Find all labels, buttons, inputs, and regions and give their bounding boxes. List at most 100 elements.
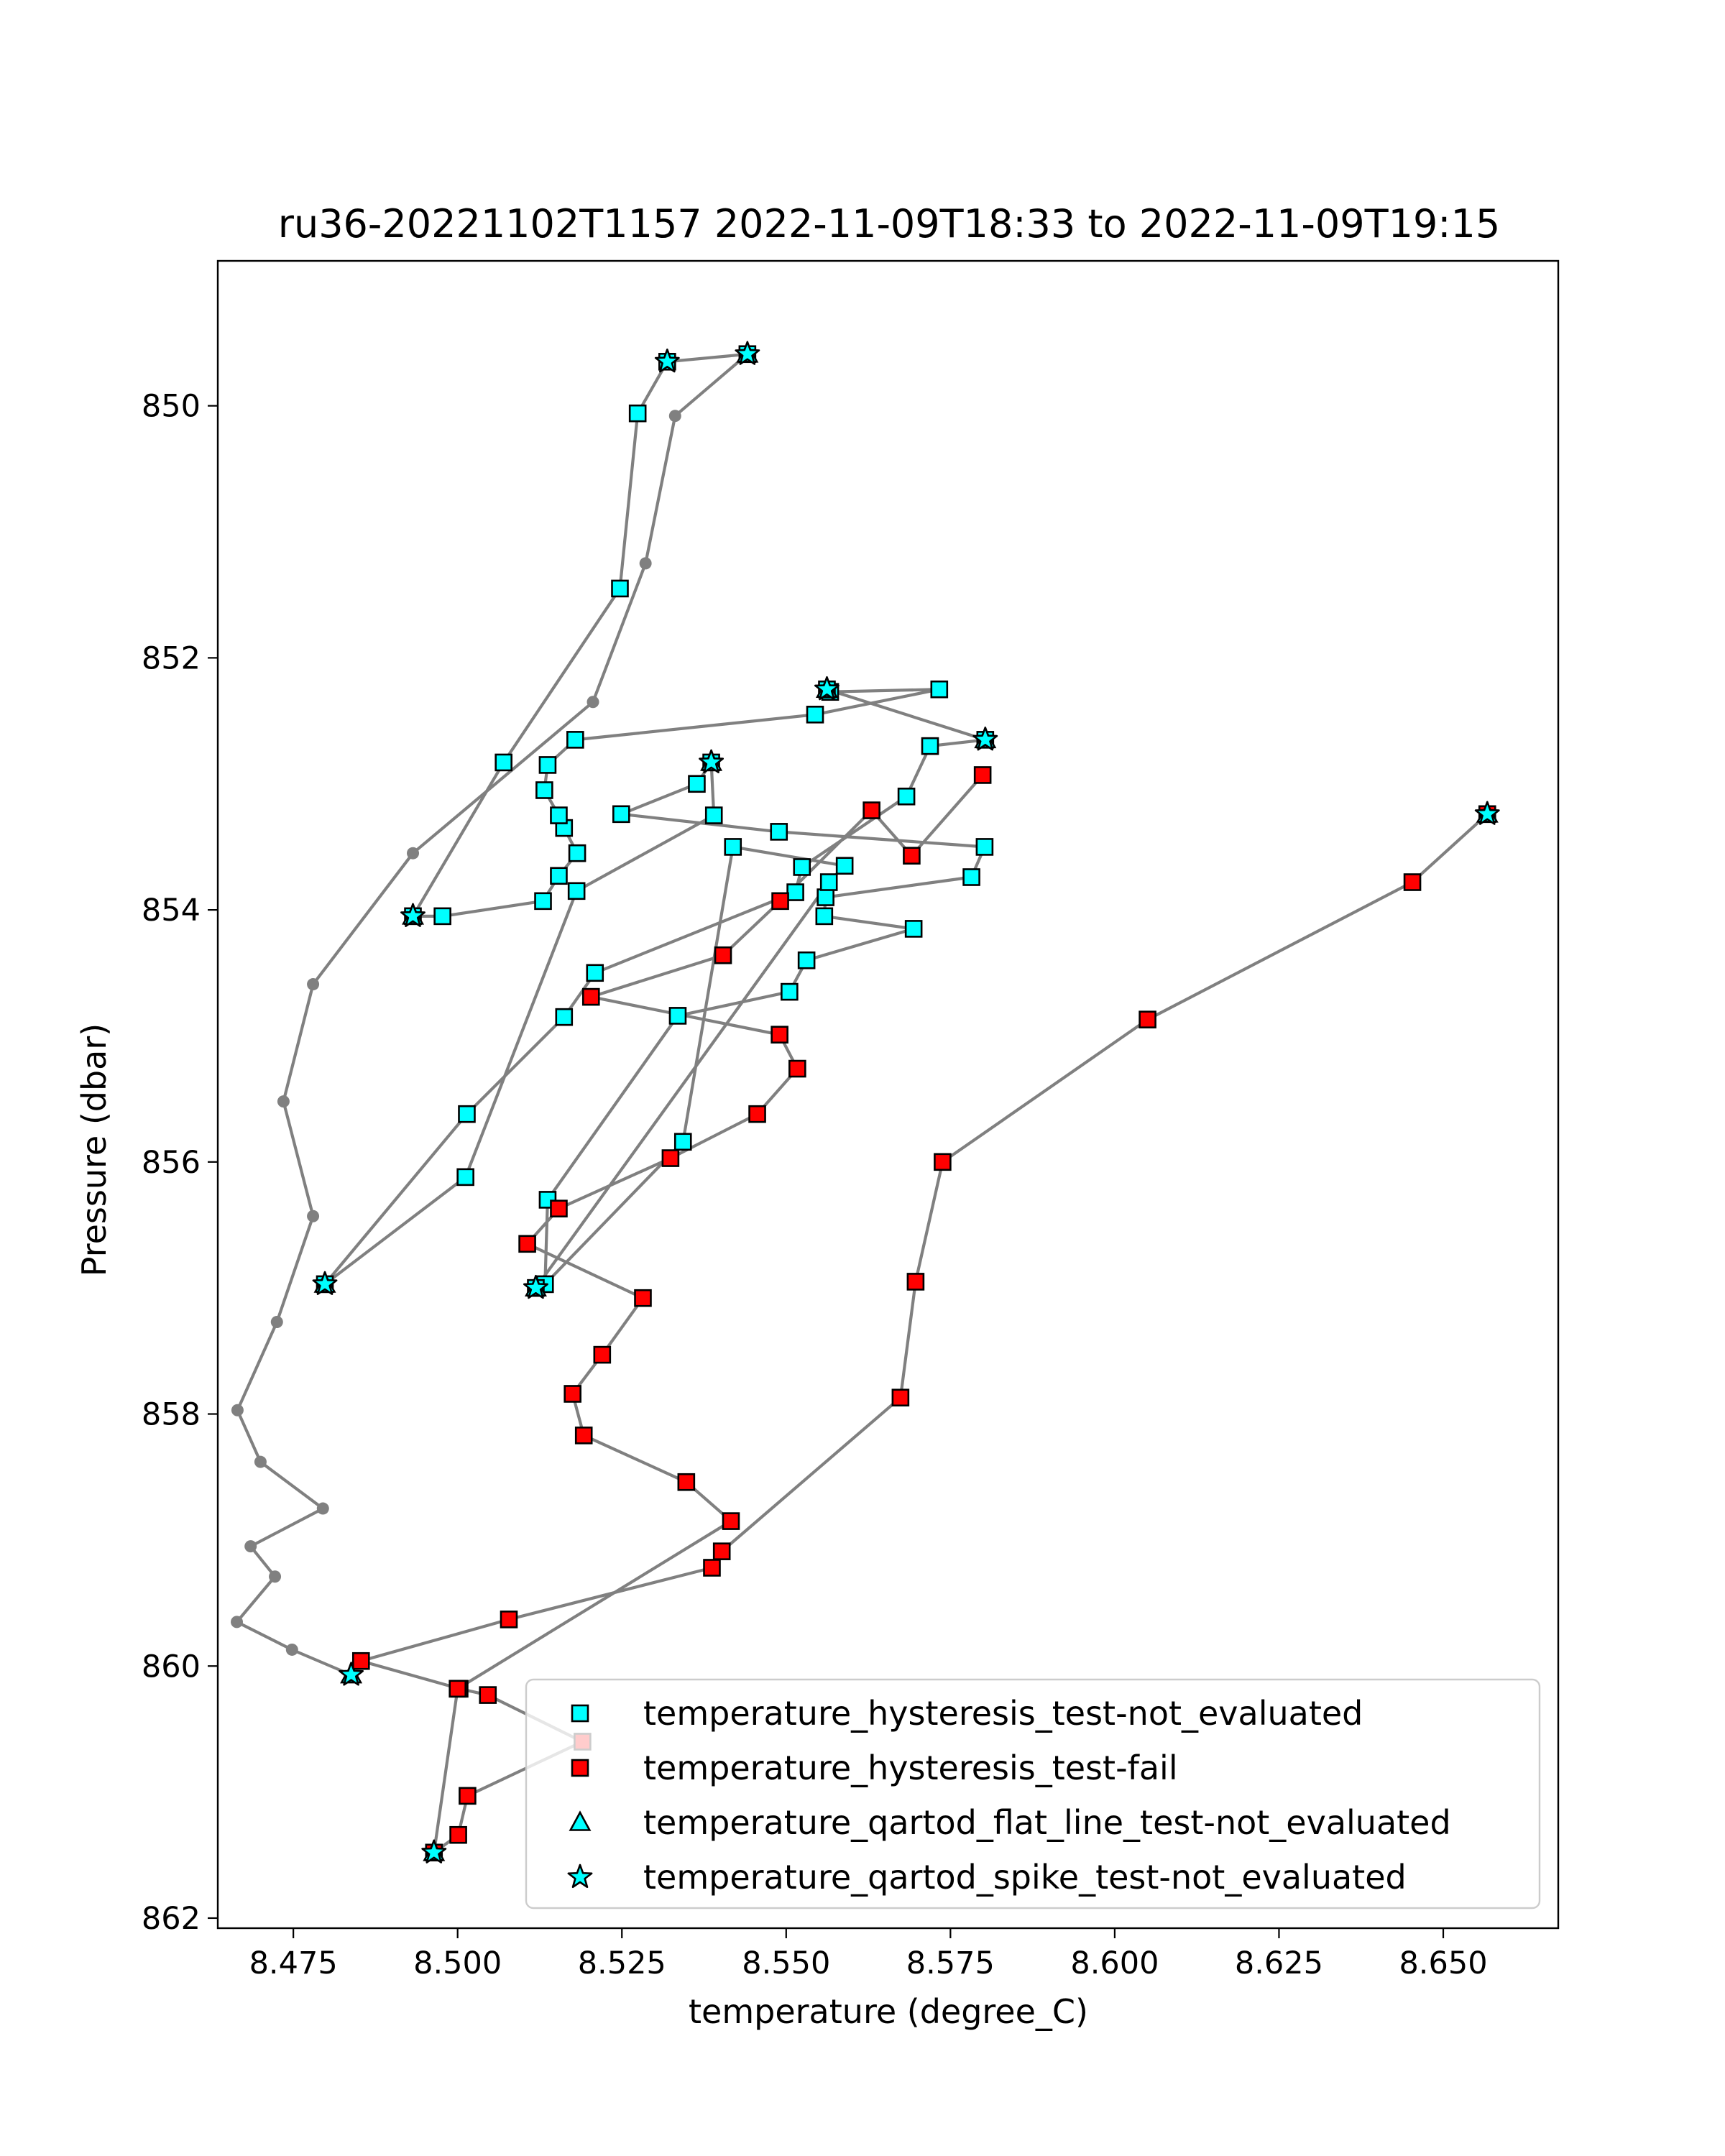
data-point-square	[793, 858, 811, 876]
trace-point	[586, 696, 599, 709]
data-point-square	[612, 805, 630, 824]
legend-label: temperature_hysteresis_test-fail	[643, 1749, 1178, 1787]
x-axis: 8.475 8.500 8.525 8.550 8.575 8.600 8.625 8.650	[249, 1928, 1488, 1981]
x-tick-label: 8.600	[1070, 1945, 1159, 1981]
data-point-square	[862, 801, 880, 819]
data-point-star	[972, 727, 998, 751]
legend-label: temperature_qartod_flat_line_test-not_ev…	[643, 1803, 1451, 1842]
x-tick-label: 8.525	[578, 1945, 666, 1981]
data-point-square	[500, 1611, 518, 1628]
data-point-square	[770, 823, 788, 841]
y-tick-label: 860	[142, 1649, 201, 1685]
data-point-square	[771, 892, 789, 911]
data-point-square	[835, 857, 854, 875]
legend-label: temperature_hysteresis_test-not_evaluate…	[643, 1694, 1363, 1733]
legend: temperature_hysteresis_test-not_evaluate…	[525, 1678, 1541, 1909]
data-point-square	[550, 806, 568, 824]
legend-marker-square	[571, 1759, 589, 1777]
legend-box	[525, 1678, 1541, 1909]
data-point-star	[421, 1839, 447, 1864]
data-point-square	[786, 883, 804, 901]
data-point-star	[339, 1662, 364, 1686]
data-point-star	[814, 676, 840, 701]
data-point-square	[555, 1008, 574, 1026]
data-point-square	[748, 1105, 766, 1123]
data-point-square	[448, 1680, 466, 1698]
y-tick-label: 862	[142, 1901, 201, 1937]
data-point-square	[724, 838, 742, 856]
x-tick-label: 8.475	[249, 1945, 338, 1981]
data-point-star	[735, 341, 760, 365]
data-point-square	[722, 1512, 740, 1530]
data-point-star	[523, 1274, 548, 1299]
data-point-square	[550, 867, 568, 885]
x-tick-label: 8.575	[906, 1945, 995, 1981]
data-point-square	[934, 1153, 952, 1171]
x-axis-label: temperature (degree_C)	[689, 1992, 1088, 2031]
data-point-square	[593, 1345, 612, 1364]
data-point-square	[712, 1542, 731, 1560]
data-point-square	[458, 1105, 476, 1123]
y-axis: 850 852 854 856 858 860 862	[142, 389, 218, 1937]
legend-label: temperature_qartod_spike_test-not_evalua…	[643, 1858, 1407, 1897]
x-tick-label: 8.550	[742, 1945, 830, 1981]
trace-point	[231, 1404, 244, 1416]
data-point-square	[677, 1473, 696, 1491]
data-point-star	[312, 1271, 338, 1295]
trace-point	[639, 557, 652, 570]
data-point-square	[962, 868, 980, 886]
data-point-square	[611, 579, 629, 598]
data-point-square	[586, 964, 604, 982]
legend-marker-triangle	[569, 1810, 592, 1831]
data-point-square	[479, 1686, 497, 1704]
x-tick-label: 8.500	[413, 1945, 502, 1981]
data-point-star	[654, 348, 680, 373]
data-point-square	[534, 892, 552, 911]
data-point-square	[906, 1273, 925, 1291]
data-point-star	[699, 749, 724, 773]
data-point-square	[897, 787, 916, 806]
trace-point	[277, 1095, 290, 1108]
data-point-square	[538, 756, 557, 774]
y-tick-label: 854	[142, 893, 201, 929]
data-point-square	[930, 680, 949, 699]
data-point-square	[781, 982, 799, 1001]
data-point-square	[815, 907, 834, 926]
legend-marker-star	[567, 1864, 593, 1889]
trace-point	[307, 978, 320, 991]
legend-marker-square	[571, 1704, 589, 1723]
data-point-square	[566, 731, 584, 749]
data-point-square	[535, 781, 553, 799]
data-point-square	[581, 987, 600, 1006]
data-point-square	[819, 873, 838, 891]
data-point-square	[574, 1427, 593, 1445]
trace-point	[316, 1502, 329, 1515]
data-point-square	[714, 946, 732, 964]
data-point-square	[568, 844, 586, 862]
data-point-star	[400, 903, 426, 927]
trace-point	[270, 1316, 283, 1329]
trace-point	[285, 1643, 298, 1656]
trace-point	[407, 847, 420, 860]
y-axis-label: Pressure (dbar)	[75, 1023, 114, 1276]
data-point-square	[788, 1059, 806, 1078]
trace-point	[307, 1210, 320, 1222]
data-point-square	[550, 1199, 568, 1217]
chart-title: ru36-20221102T1157 2022-11-09T18:33 to 2…	[278, 201, 1500, 247]
data-point-square	[673, 1133, 692, 1151]
data-point-square	[494, 753, 512, 772]
data-point-square	[975, 838, 994, 856]
data-point-square	[433, 907, 451, 926]
trace-point	[269, 1570, 282, 1583]
data-point-square	[770, 1026, 788, 1044]
data-point-square	[628, 404, 647, 423]
data-point-square	[449, 1825, 467, 1844]
data-point-square	[634, 1289, 652, 1307]
data-point-square	[668, 1007, 687, 1025]
data-point-square	[903, 847, 921, 865]
data-point-square	[797, 951, 816, 969]
trace-point	[668, 410, 681, 423]
y-tick-label: 858	[142, 1397, 201, 1433]
